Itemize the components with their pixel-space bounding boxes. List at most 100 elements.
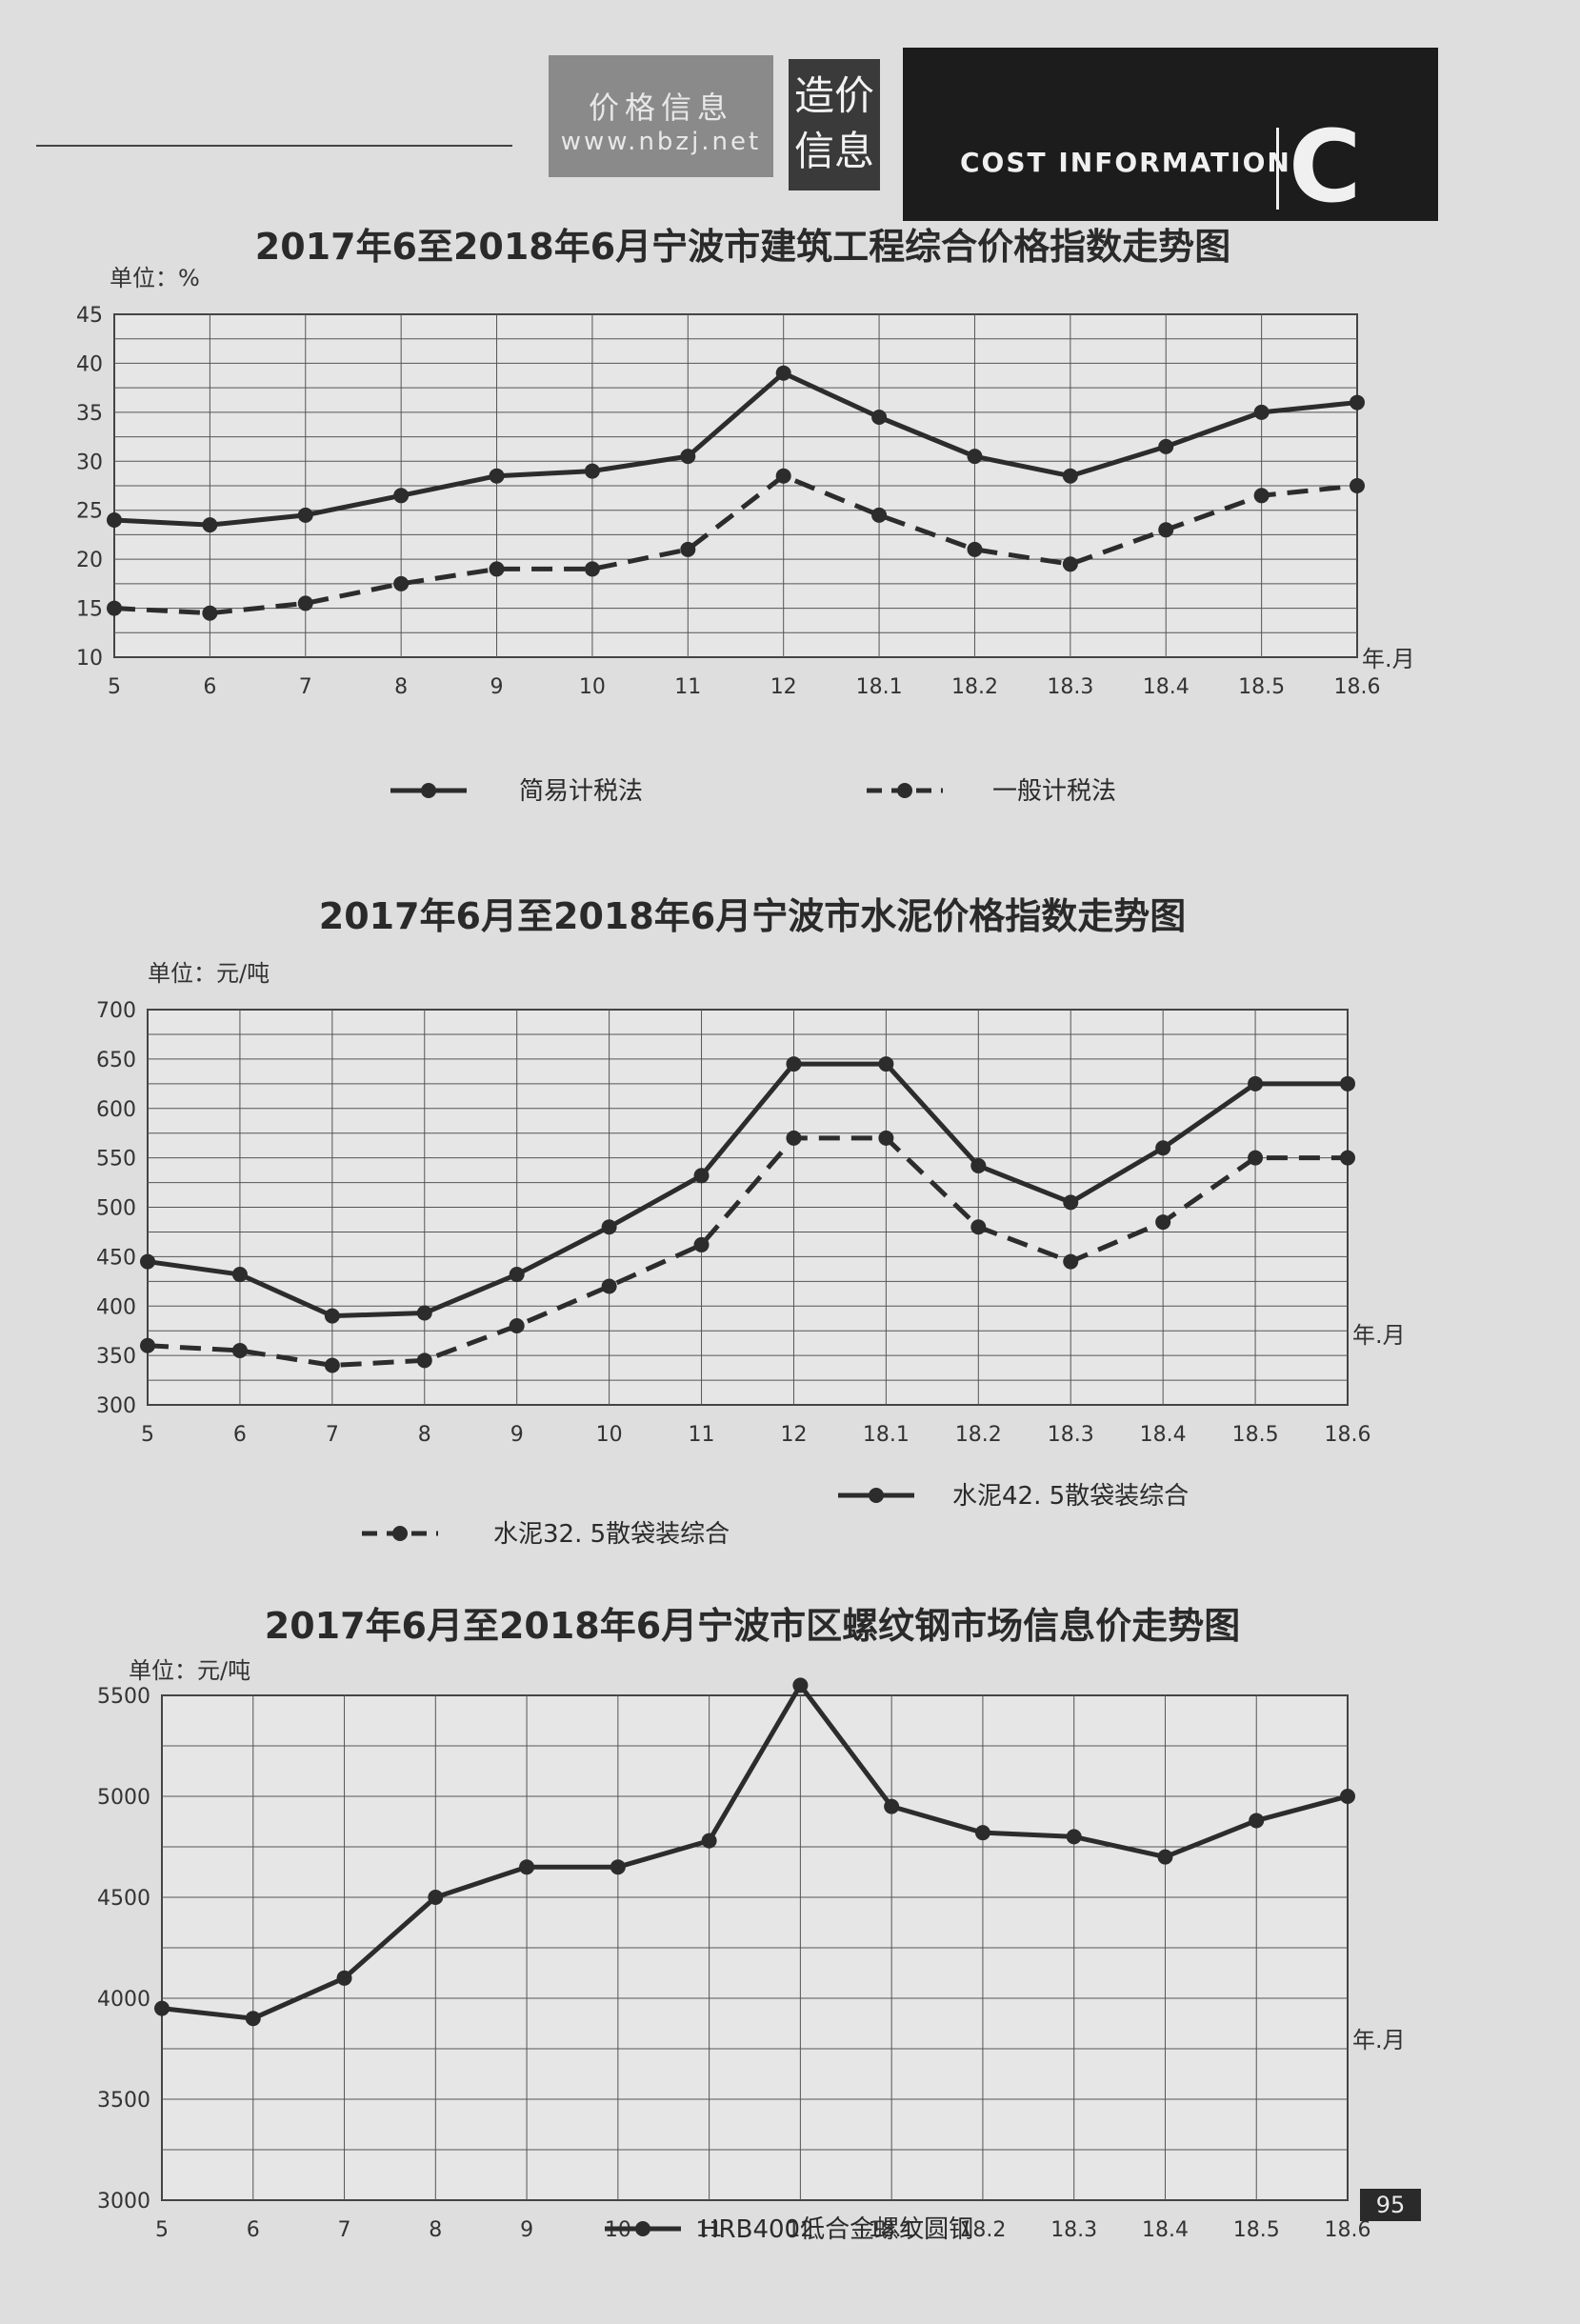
- data-point: [775, 468, 791, 484]
- data-point: [140, 1337, 155, 1353]
- data-point: [1350, 394, 1365, 411]
- data-point: [489, 561, 505, 577]
- legend-marker: [897, 783, 912, 798]
- data-point: [601, 1219, 617, 1235]
- x-tick-label: 11: [696, 2218, 723, 2242]
- series-line: [147, 1135, 1348, 1368]
- banner-divider: [1276, 128, 1279, 210]
- data-point: [324, 1357, 340, 1373]
- x-tick-label: 18.5: [1238, 675, 1285, 699]
- y-tick-label: 550: [96, 1148, 136, 1172]
- x-tick-label: 6: [233, 1423, 247, 1447]
- data-point: [428, 1890, 444, 1905]
- x-tick-label: 6: [247, 2218, 260, 2242]
- data-point: [519, 1859, 535, 1875]
- data-point: [1157, 1849, 1173, 1865]
- data-point: [1340, 1075, 1355, 1092]
- y-tick-label: 20: [76, 549, 103, 572]
- x-tick-label: 18.4: [1142, 2218, 1189, 2242]
- x-tick-label: 18.1: [863, 1423, 910, 1447]
- data-point: [967, 449, 983, 465]
- data-point: [786, 1056, 802, 1072]
- data-point: [1249, 1813, 1265, 1829]
- data-point: [231, 1267, 248, 1283]
- data-point: [884, 1798, 900, 1814]
- series-line: [161, 1682, 1349, 2021]
- data-point: [1158, 522, 1174, 538]
- data-point: [1158, 438, 1174, 454]
- x-tick-label: 9: [520, 2218, 533, 2242]
- data-point: [393, 575, 410, 591]
- data-point: [786, 1130, 802, 1146]
- x-tick-label: 9: [490, 675, 504, 699]
- data-point: [1248, 1150, 1264, 1166]
- series-line: [147, 1061, 1348, 1319]
- banner-text: COST INFORMATION: [960, 147, 1291, 178]
- chart-title: 2017年6至2018年6月宁波市建筑工程综合价格指数走势图: [255, 226, 1230, 268]
- data-point: [1253, 404, 1270, 420]
- data-point: [693, 1236, 710, 1252]
- x-tick-label: 7: [326, 1423, 339, 1447]
- x-tick-label: 18.1: [856, 675, 903, 699]
- x-tick-label: 11: [689, 1423, 715, 1447]
- data-point: [878, 1130, 894, 1146]
- y-tick-label: 40: [76, 352, 103, 376]
- x-tick-label: 5: [141, 1423, 154, 1447]
- legend-marker: [635, 2221, 650, 2236]
- y-tick-label: 500: [96, 1197, 136, 1221]
- data-point: [970, 1157, 987, 1173]
- data-point: [871, 507, 888, 523]
- data-point: [154, 2000, 170, 2016]
- cost-information-banner: COST INFORMATION C: [903, 48, 1438, 221]
- y-tick-label: 650: [96, 1049, 136, 1072]
- x-tick-label: 8: [418, 1423, 431, 1447]
- x-tick-label: 18.5: [1232, 1423, 1279, 1447]
- data-point: [701, 1833, 717, 1849]
- y-tick-label: 3500: [97, 2089, 150, 2113]
- data-point: [297, 595, 313, 611]
- x-tick-label: 18.3: [1048, 1423, 1094, 1447]
- chart-title: 2017年6月至2018年6月宁波市区螺纹钢市场信息价走势图: [265, 1605, 1240, 1647]
- y-tick-label: 5500: [97, 1685, 150, 1709]
- unit-label: 单位：元/吨: [148, 960, 270, 987]
- x-tick-label: 12: [787, 2218, 813, 2242]
- legend-marker: [869, 1488, 884, 1503]
- data-point: [107, 600, 122, 616]
- y-tick-label: 300: [96, 1394, 136, 1418]
- data-point: [693, 1168, 710, 1184]
- x-tick-label: 18.2: [951, 675, 998, 699]
- y-tick-label: 3000: [97, 2190, 150, 2214]
- x-tick-label: 18.2: [955, 1423, 1002, 1447]
- data-point: [140, 1253, 155, 1270]
- x-tick-label: 5: [108, 675, 121, 699]
- x-tick-label: 12: [780, 1423, 807, 1447]
- unit-label: 单位：%: [110, 265, 200, 291]
- data-point: [393, 488, 410, 504]
- data-point: [231, 1342, 248, 1358]
- legend-label: 简易计税法: [519, 777, 643, 806]
- series-line: [113, 473, 1358, 616]
- y-tick-label: 25: [76, 500, 103, 524]
- x-tick-label: 6: [203, 675, 216, 699]
- x-tick-label: 11: [674, 675, 701, 699]
- x-tick-label: 5: [155, 2218, 169, 2242]
- data-point: [792, 1677, 809, 1693]
- data-point: [489, 468, 505, 484]
- legend-label: 水泥32. 5散袋装综合: [493, 1520, 730, 1549]
- chart-title: 2017年6月至2018年6月宁波市水泥价格指数走势图: [319, 895, 1186, 937]
- data-point: [336, 1970, 352, 1986]
- legend-marker: [392, 1526, 408, 1541]
- data-point: [610, 1859, 626, 1875]
- data-point: [584, 561, 600, 577]
- data-point: [1248, 1075, 1264, 1092]
- legend-marker: [421, 783, 436, 798]
- y-tick-label: 35: [76, 402, 103, 426]
- section-label-line-2: 信息: [793, 128, 874, 174]
- data-point: [680, 449, 696, 465]
- y-tick-label: 600: [96, 1098, 136, 1122]
- data-point: [202, 605, 218, 621]
- banner-letter: C: [1289, 109, 1362, 225]
- data-point: [107, 512, 122, 528]
- data-point: [1155, 1214, 1171, 1231]
- data-point: [680, 541, 696, 557]
